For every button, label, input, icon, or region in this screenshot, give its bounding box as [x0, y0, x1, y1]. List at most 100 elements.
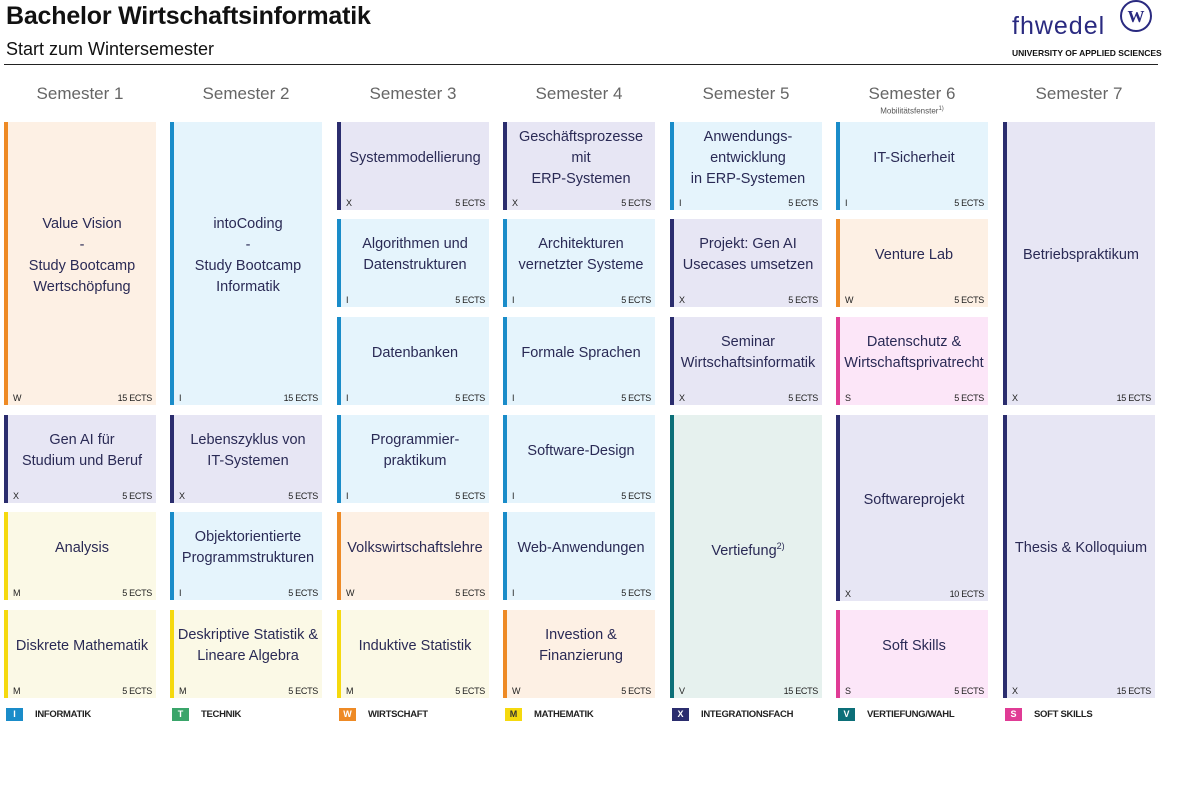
module-category-code: I — [346, 295, 349, 305]
module-category-code: I — [845, 198, 848, 208]
module-category-code: X — [13, 491, 20, 501]
module-category-code: S — [845, 686, 852, 696]
module-tile: Datenbanken I 5 ECTS — [337, 317, 489, 405]
module-category-code: I — [512, 393, 515, 403]
module-category-code: I — [512, 295, 515, 305]
module-name: Systemmodellierung — [349, 149, 481, 166]
module-tile: Investion & Finanzierung W 5 ECTS — [503, 610, 655, 698]
module-tile: Analysis M 5 ECTS — [4, 512, 156, 600]
module-name: Volkswirtschaftslehre — [347, 539, 483, 556]
module-ects: 15 ECTS — [1116, 686, 1152, 696]
module-name: Datenbanken — [371, 344, 459, 361]
logo-seal-icon: W — [1120, 0, 1152, 32]
legend-item: M MATHEMATIK — [505, 707, 594, 721]
module-name: Venture Lab — [874, 246, 954, 263]
module-tile: Softwareprojekt X 10 ECTS — [836, 415, 988, 601]
module-tile: Software-Design I 5 ECTS — [503, 415, 655, 503]
module-name: Softwareprojekt — [863, 491, 965, 508]
module-ects: 5 ECTS — [122, 491, 152, 501]
module-tile: IT-Sicherheit I 5 ECTS — [836, 122, 988, 210]
module-category-code: X — [346, 198, 353, 208]
module-ects: 5 ECTS — [954, 295, 984, 305]
module-ects: 5 ECTS — [788, 198, 818, 208]
module-category-code: V — [679, 686, 686, 696]
module-name: Algorithmen und Datenstrukturen — [362, 236, 468, 273]
module-tile: Projekt: Gen AI Usecases umsetzen X 5 ECTS — [670, 219, 822, 307]
module-tile: Betriebspraktikum X 15 ECTS — [1003, 122, 1155, 405]
legend-item: I INFORMATIK — [6, 707, 91, 721]
semester-header: Semester 1 — [36, 84, 124, 103]
module-ects: 5 ECTS — [954, 686, 984, 696]
module-name: IT-Sicherheit — [873, 149, 955, 166]
module-ects: 5 ECTS — [621, 686, 651, 696]
legend-item: X INTEGRATIONSFACH — [672, 707, 793, 721]
module-category-code: I — [346, 491, 349, 501]
module-tile: Objektorientierte Programmstrukturen I 5 E… — [170, 512, 322, 600]
module-name: Thesis & Kolloquium — [1014, 540, 1148, 556]
module-tile: Architekturen vernetzter Systeme I 5 ECTS — [503, 219, 655, 307]
semester-header: Semester 3 — [369, 84, 457, 103]
module-tile: Vertiefung2) V 15 ECTS — [670, 415, 822, 698]
module-category-code: W — [845, 295, 854, 305]
module-name: Programmier- praktikum — [370, 432, 460, 469]
fh-wedel-logo: fhwedel W UNIVERSITY OF APPLIED SCIENCES — [1012, 0, 1162, 62]
module-tile: Deskriptive Statistik & Lineare Algebra M… — [170, 610, 322, 698]
legend-label: INFORMATIK — [35, 708, 91, 720]
module-name: Geschäftsprozesse mit ERP-Systemen — [518, 128, 644, 187]
legend-label: TECHNIK — [201, 708, 242, 720]
module-ects: 5 ECTS — [455, 588, 485, 598]
page-subtitle: Start zum Wintersemester — [6, 39, 215, 59]
module-ects: 5 ECTS — [122, 686, 152, 696]
module-tile: Gen AI für Studium und Beruf X 5 ECTS — [4, 415, 156, 503]
module-category-code: I — [512, 588, 515, 598]
module-ects: 15 ECTS — [117, 393, 153, 403]
module-name: Seminar Wirtschaftsinformatik — [680, 334, 816, 371]
module-name: Anwendungs- entwicklung in ERP-Systemen — [690, 128, 806, 187]
module-ects: 15 ECTS — [1116, 393, 1152, 403]
module-tile: Induktive Statistik M 5 ECTS — [337, 610, 489, 698]
module-category-code: M — [346, 686, 354, 696]
semester-header: Semester 2 — [202, 84, 290, 103]
module-name: Objektorientierte Programmstrukturen — [181, 529, 315, 566]
module-category-code: X — [1012, 686, 1019, 696]
module-name: Investion & Finanzierung — [539, 627, 623, 664]
semester-header: Semester 6 — [868, 84, 956, 103]
module-ects: 5 ECTS — [788, 295, 818, 305]
module-tile: Algorithmen und Datenstrukturen I 5 ECTS — [337, 219, 489, 307]
module-name: Architekturen vernetzter Systeme — [518, 236, 644, 273]
module-ects: 15 ECTS — [283, 393, 319, 403]
module-category-code: M — [13, 588, 21, 598]
module-ects: 5 ECTS — [455, 198, 485, 208]
legend-label: SOFT SKILLS — [1034, 708, 1093, 720]
logo-wordmark: fhwedel — [1012, 12, 1106, 40]
legend-swatch: S — [1005, 707, 1022, 721]
module-category-code: X — [179, 491, 186, 501]
module-tile: Formale Sprachen I 5 ECTS — [503, 317, 655, 405]
module-category-code: I — [346, 393, 349, 403]
module-name: Soft Skills — [882, 637, 946, 654]
semester-header: Semester 5 — [702, 84, 790, 103]
module-ects: 5 ECTS — [788, 393, 818, 403]
legend-item: T TECHNIK — [172, 707, 241, 721]
module-ects: 5 ECTS — [621, 198, 651, 208]
module-ects: 5 ECTS — [621, 295, 651, 305]
legend-swatch: W — [339, 707, 356, 721]
module-ects: 5 ECTS — [621, 588, 651, 598]
module-category-code: I — [679, 198, 682, 208]
module-name: Lebenszyklus von IT-Systemen — [190, 432, 306, 469]
module-ects: 15 ECTS — [783, 686, 819, 696]
module-name: Deskriptive Statistik & Lineare Algebra — [177, 627, 319, 664]
legend-label: WIRTSCHAFT — [368, 708, 428, 720]
module-ects: 5 ECTS — [288, 491, 318, 501]
module-category-code: M — [179, 686, 187, 696]
legend-item: W WIRTSCHAFT — [339, 707, 428, 721]
module-name: Induktive Statistik — [358, 637, 472, 654]
module-ects: 5 ECTS — [954, 393, 984, 403]
module-category-code: W — [512, 686, 521, 696]
module-tile: Soft Skills S 5 ECTS — [836, 610, 988, 698]
module-name: Diskrete Mathematik — [15, 637, 149, 654]
legend-swatch: I — [6, 707, 23, 721]
module-ects: 5 ECTS — [455, 491, 485, 501]
legend-label: MATHEMATIK — [534, 708, 594, 720]
module-category-code: X — [845, 589, 852, 599]
